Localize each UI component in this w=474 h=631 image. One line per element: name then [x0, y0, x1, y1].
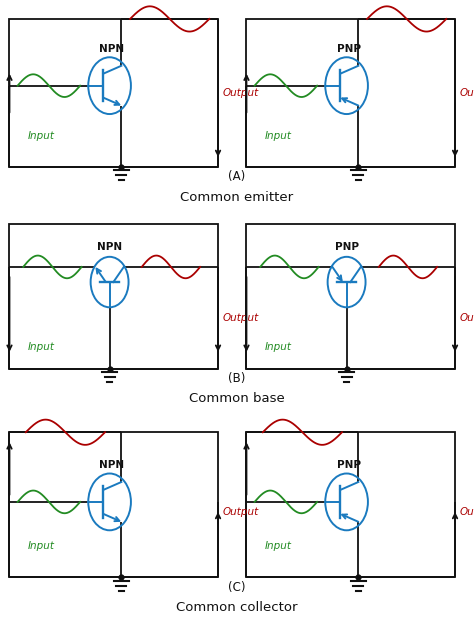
Bar: [246, 224, 455, 369]
Text: Input: Input: [27, 541, 54, 551]
Text: Common emitter: Common emitter: [181, 191, 293, 204]
Text: Output: Output: [460, 314, 474, 323]
Text: Output: Output: [223, 314, 259, 323]
Text: PNP: PNP: [337, 461, 361, 470]
Text: NPN: NPN: [99, 44, 124, 54]
Bar: [246, 19, 455, 167]
Text: PNP: PNP: [335, 242, 359, 252]
Text: Input: Input: [264, 342, 291, 351]
Text: Input: Input: [27, 131, 54, 141]
Text: (C): (C): [228, 581, 246, 594]
Bar: [9, 19, 218, 167]
Bar: [9, 224, 218, 369]
Text: Output: Output: [223, 507, 259, 517]
Text: NPN: NPN: [97, 242, 122, 252]
Text: Input: Input: [264, 541, 291, 551]
Text: (B): (B): [228, 372, 246, 386]
Text: Input: Input: [264, 131, 291, 141]
Bar: [9, 432, 218, 577]
Text: PNP: PNP: [337, 44, 361, 54]
Text: Input: Input: [27, 342, 54, 351]
Text: Output: Output: [223, 88, 259, 98]
Text: Common base: Common base: [189, 392, 285, 406]
Text: Common collector: Common collector: [176, 601, 298, 614]
Bar: [246, 432, 455, 577]
Text: Output: Output: [460, 88, 474, 98]
Text: NPN: NPN: [99, 461, 124, 470]
Text: Output: Output: [460, 507, 474, 517]
Text: (A): (A): [228, 170, 246, 184]
